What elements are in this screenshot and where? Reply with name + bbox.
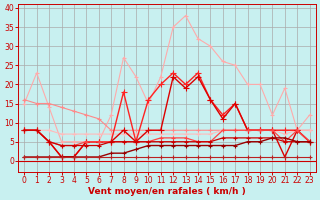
X-axis label: Vent moyen/en rafales ( km/h ): Vent moyen/en rafales ( km/h ) [88, 187, 246, 196]
